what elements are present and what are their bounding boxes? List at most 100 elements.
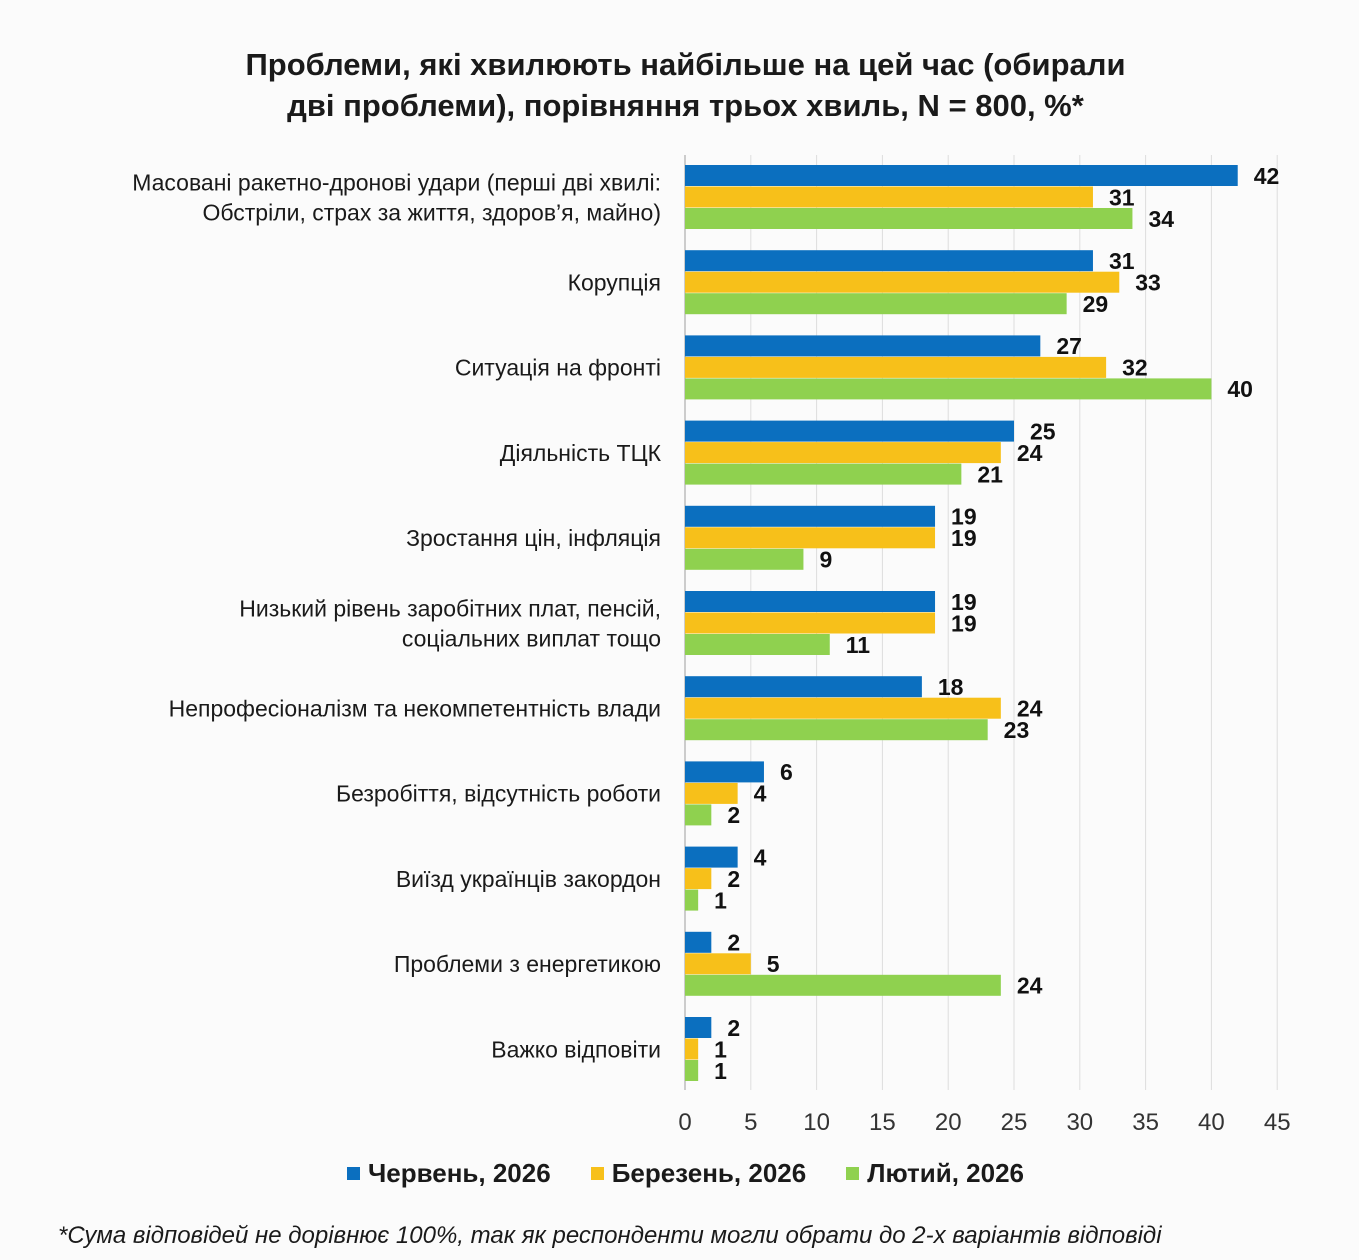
legend-item-february: Лютий, 2026 (846, 1158, 1024, 1189)
bar (685, 208, 1133, 229)
bar (685, 846, 738, 868)
bar (685, 676, 922, 698)
data-label: 31 (1109, 248, 1135, 274)
chart-title-line-2: дві проблеми), порівняння трьох хвиль, N… (287, 88, 1084, 123)
legend-label-february: Лютий, 2026 (867, 1158, 1024, 1188)
x-tick-label: 25 (1001, 1109, 1028, 1136)
category-label: Корупція (568, 269, 661, 295)
data-label: 34 (1148, 206, 1174, 232)
bar (685, 463, 962, 485)
category-label: Проблеми з енергетикою (394, 951, 661, 977)
x-tick-label: 40 (1198, 1109, 1225, 1136)
data-label: 19 (951, 525, 977, 551)
data-label: 25 (1030, 418, 1056, 444)
bar (685, 697, 1001, 719)
bar (685, 719, 988, 741)
x-tick-label: 20 (935, 1109, 962, 1136)
category-label: Низький рівень заробітних плат, пенсій, (239, 595, 661, 621)
legend-swatch-march (590, 1167, 604, 1180)
category-label: соціальних виплат тощо (402, 625, 661, 651)
data-label: 2 (727, 930, 740, 956)
data-label: 1 (714, 1058, 727, 1084)
legend-swatch-june (347, 1167, 360, 1180)
data-label: 5 (767, 951, 780, 977)
bar (685, 761, 764, 783)
category-label: Масовані ракетно-дронові удари (перші дв… (132, 169, 661, 195)
data-label: 1 (714, 1036, 727, 1062)
data-label: 24 (1017, 973, 1043, 999)
data-label: 24 (1017, 440, 1043, 466)
legend-swatch-february (846, 1167, 860, 1180)
category-label: Важко відповіти (491, 1036, 661, 1062)
data-label: 33 (1135, 269, 1161, 295)
x-tick-label: 35 (1132, 1109, 1159, 1136)
data-label: 27 (1056, 333, 1082, 359)
bar (685, 548, 804, 570)
bar (685, 335, 1041, 357)
data-label: 19 (951, 504, 977, 530)
bar (685, 931, 712, 953)
bar (685, 420, 1014, 442)
bar (685, 1038, 699, 1060)
x-tick-label: 10 (803, 1109, 830, 1136)
category-label: Ситуація на фронті (455, 355, 661, 381)
data-label: 32 (1122, 355, 1148, 381)
bar (685, 527, 936, 549)
bar (685, 868, 712, 890)
chart-title-line-1: Проблеми, які хвилюють найбільше на цей … (245, 47, 1126, 82)
chart-title: Проблеми, які хвилюють найбільше на цей … (0, 44, 1359, 126)
bar (685, 953, 751, 975)
category-label: Діяльність ТЦК (500, 440, 662, 466)
data-label: 2 (727, 866, 740, 892)
bar (685, 505, 936, 527)
x-tick-label: 45 (1264, 1109, 1291, 1136)
x-tick-label: 15 (869, 1109, 896, 1136)
category-label: Зростання цін, інфляція (406, 525, 661, 551)
bar (685, 293, 1067, 315)
category-label: Обстріли, страх за життя, здоров’я, майн… (202, 199, 661, 225)
data-label: 4 (754, 781, 767, 807)
data-label: 4 (754, 844, 767, 870)
bar (685, 974, 1001, 996)
data-label: 9 (819, 547, 832, 573)
bar (685, 165, 1238, 186)
bar (685, 356, 1107, 378)
data-label: 42 (1254, 163, 1280, 189)
x-tick-label: 30 (1066, 1109, 1093, 1136)
category-label: Виїзд українців закордон (396, 866, 661, 892)
bar (685, 804, 712, 826)
category-label: Непрофесіоналізм та некомпетентність вла… (169, 695, 661, 721)
data-label: 29 (1083, 291, 1109, 317)
data-label: 24 (1017, 695, 1043, 721)
bar (685, 250, 1093, 272)
x-tick-label: 5 (744, 1109, 757, 1136)
data-label: 2 (727, 1015, 740, 1041)
data-label: 18 (938, 674, 964, 700)
legend-label-june: Червень, 2026 (368, 1158, 551, 1188)
bar (685, 591, 936, 612)
bar (685, 782, 738, 804)
data-label: 6 (780, 759, 793, 785)
bar (685, 186, 1093, 208)
category-label: Безробіття, відсутність роботи (336, 781, 661, 807)
data-label: 1 (714, 887, 727, 913)
legend-item-june: Червень, 2026 (347, 1158, 551, 1189)
data-label: 11 (846, 632, 871, 658)
data-label: 19 (951, 589, 977, 615)
data-label: 21 (977, 461, 1003, 487)
x-tick-label: 0 (678, 1109, 691, 1136)
footnote: *Сума відповідей не дорівнює 100%, так я… (58, 1222, 1162, 1249)
bar (685, 442, 1001, 464)
bar (685, 378, 1212, 400)
bar (685, 634, 830, 655)
bar (685, 1060, 699, 1081)
bar (685, 1017, 712, 1038)
data-label: 31 (1109, 184, 1135, 210)
data-label: 19 (951, 610, 977, 636)
bar (685, 612, 936, 634)
bar (685, 889, 699, 911)
legend: Червень, 2026 Березень, 2026 Лютий, 2026 (0, 1158, 1359, 1189)
legend-item-march: Березень, 2026 (590, 1158, 806, 1189)
data-label: 23 (1004, 717, 1030, 743)
